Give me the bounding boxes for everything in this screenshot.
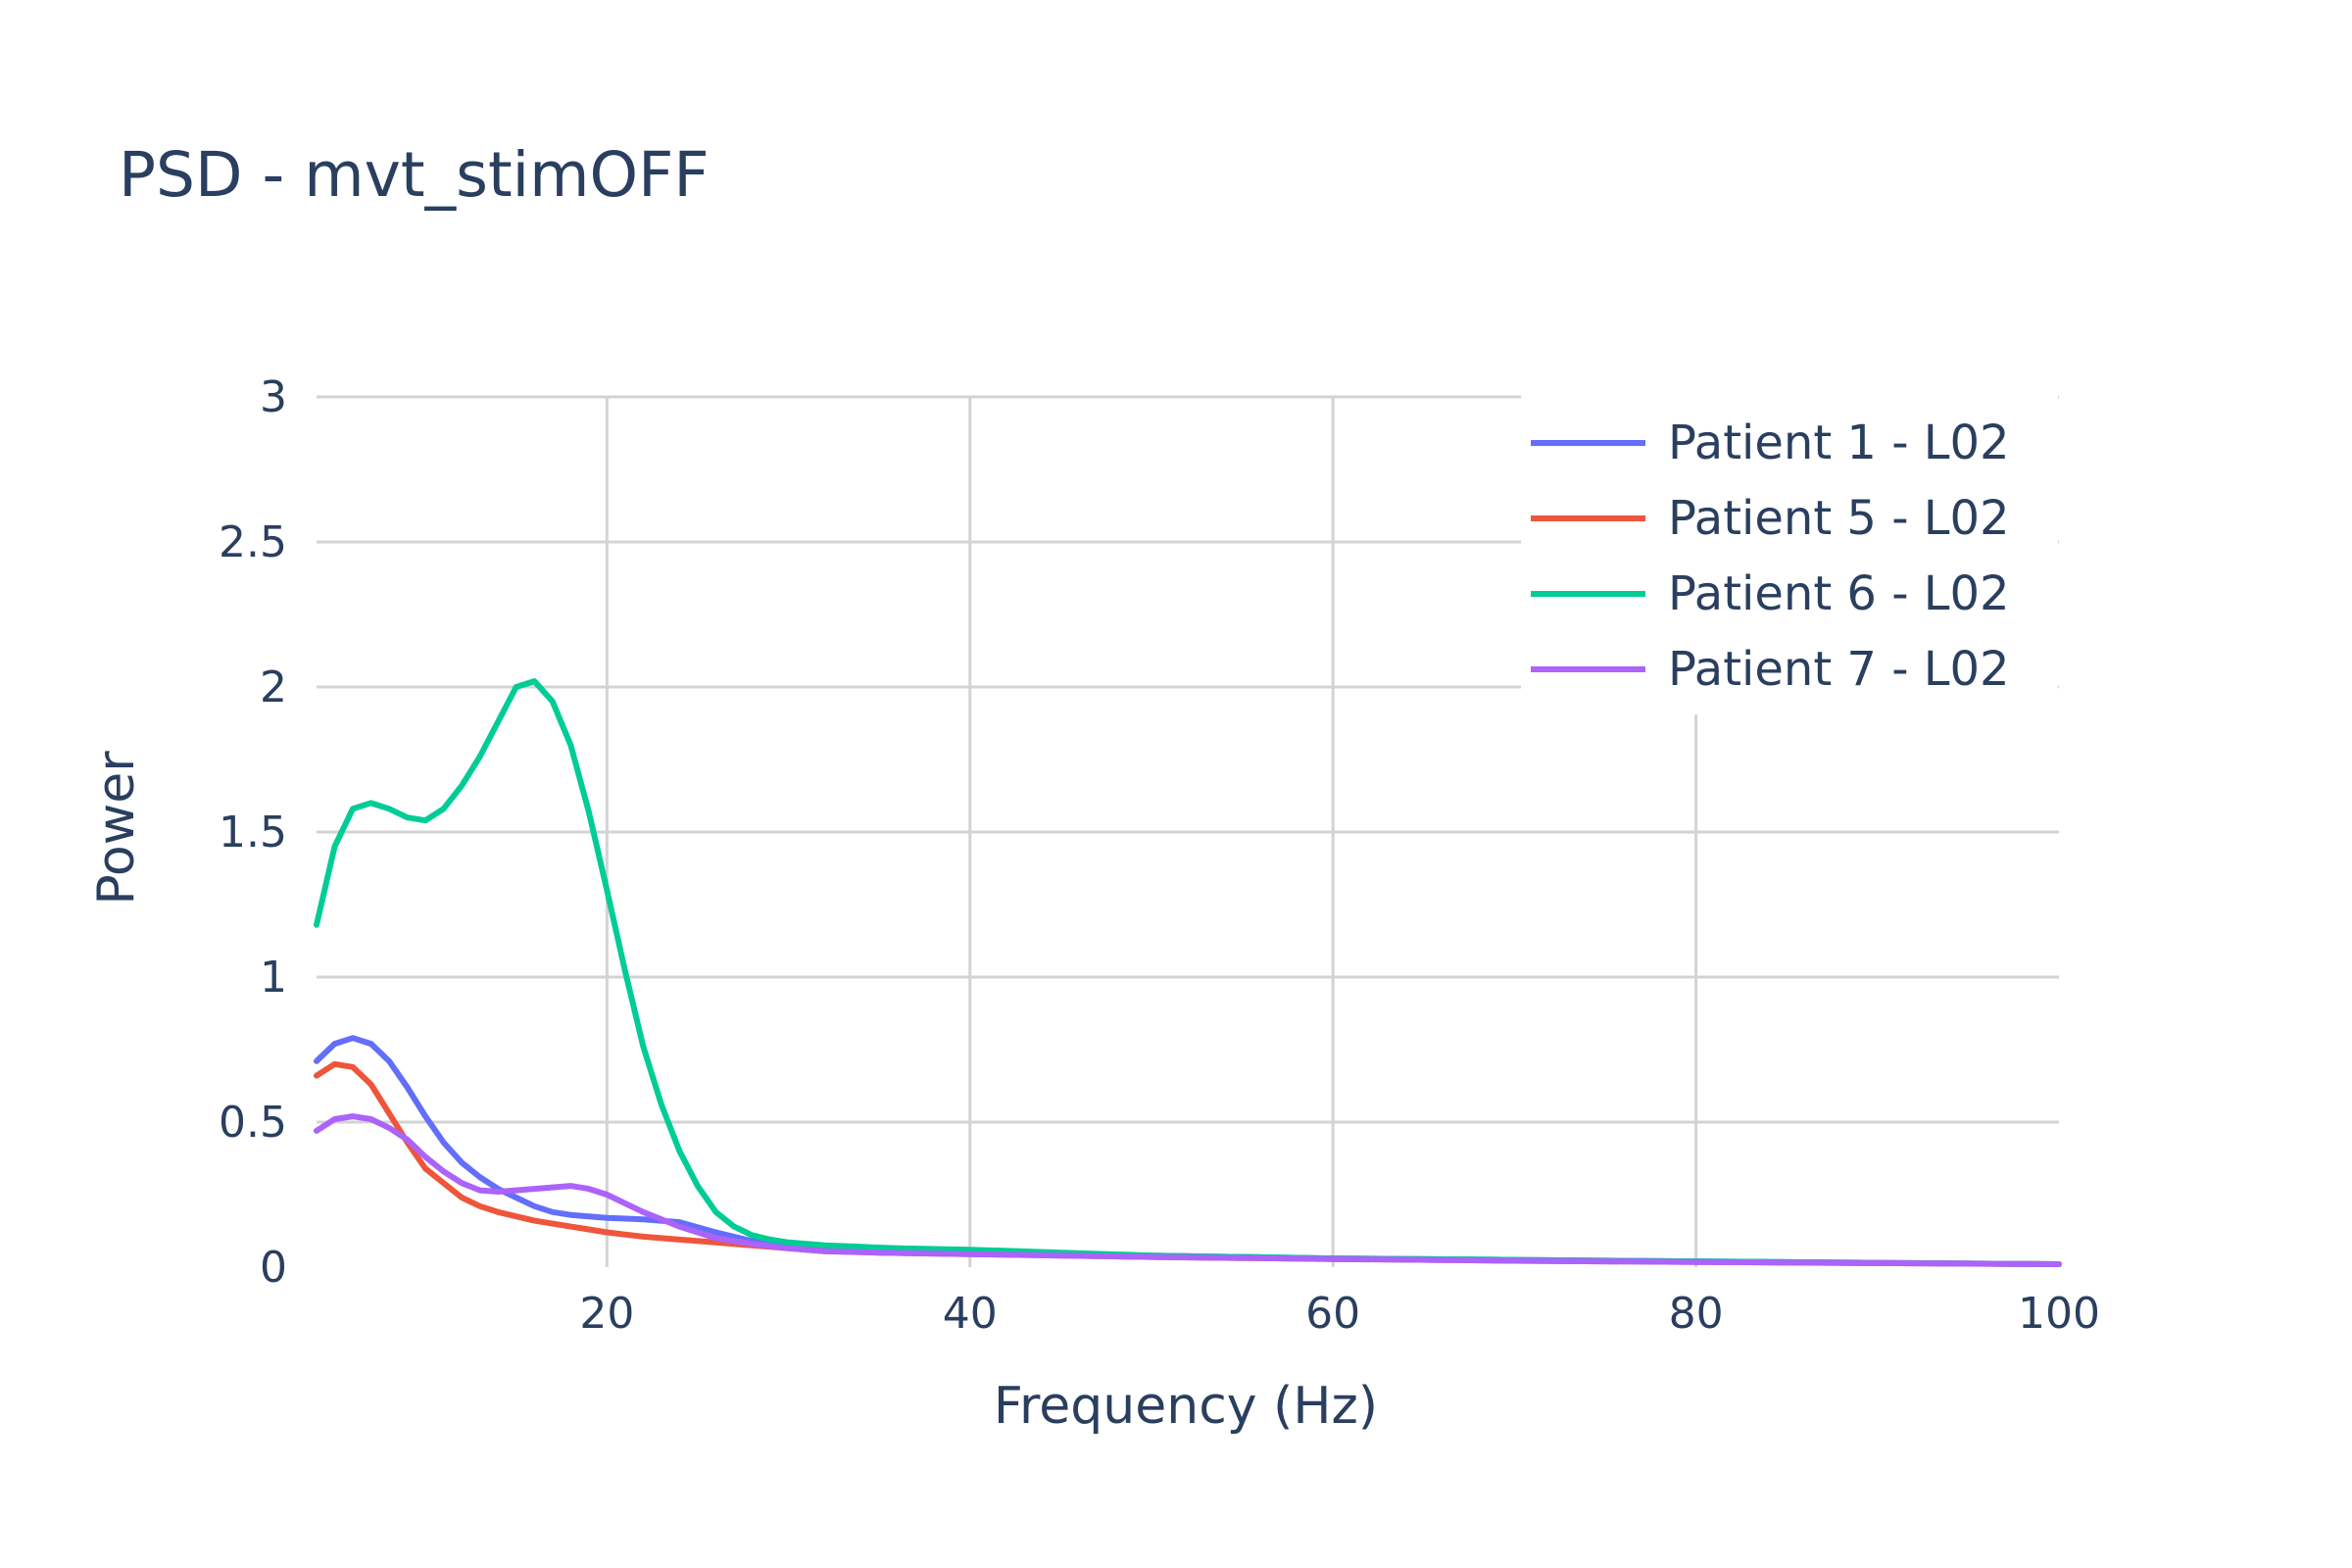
x-tick-label: 100 [2018, 1289, 2100, 1339]
legend-item[interactable]: Patient 1 - L02 [1531, 416, 2010, 470]
legend-item[interactable]: Patient 5 - L02 [1531, 491, 2010, 546]
y-tick-labels: 0 0.5 1 1.5 2 2.5 3 [219, 372, 287, 1293]
legend-background [1521, 393, 2058, 714]
chart-title: PSD - mvt_stimOFF [119, 139, 710, 211]
x-tick-label: 60 [1305, 1289, 1360, 1339]
legend-label: Patient 6 - L02 [1668, 566, 2010, 621]
legend-item[interactable]: Patient 6 - L02 [1531, 566, 2010, 621]
y-tick-label: 3 [260, 372, 287, 422]
legend-label: Patient 5 - L02 [1668, 491, 2010, 546]
x-tick-label: 80 [1669, 1289, 1724, 1339]
grid-lines [317, 395, 2059, 1267]
x-tick-label: 20 [579, 1289, 634, 1339]
x-axis-title: Frequency (Hz) [994, 1377, 1378, 1436]
x-tick-labels: 20 40 60 80 100 [579, 1289, 2100, 1339]
series-line-3 [314, 678, 2062, 1267]
y-tick-label: 1.5 [219, 808, 287, 858]
y-tick-label: 0 [260, 1243, 287, 1293]
y-tick-label: 0.5 [219, 1098, 287, 1148]
series-line-4 [314, 1113, 2062, 1267]
legend-item[interactable]: Patient 7 - L02 [1531, 642, 2010, 697]
legend-label: Patient 1 - L02 [1668, 416, 2010, 470]
y-axis-title: Power [87, 751, 146, 906]
x-tick-label: 40 [943, 1289, 998, 1339]
y-tick-label: 1 [260, 953, 287, 1003]
legend[interactable]: Patient 1 - L02 Patient 5 - L02 Patient 6 … [1521, 393, 2058, 714]
y-tick-label: 2 [260, 662, 287, 712]
legend-label: Patient 7 - L02 [1668, 642, 2010, 697]
series-lines [314, 678, 2062, 1267]
y-tick-label: 2.5 [219, 517, 287, 567]
